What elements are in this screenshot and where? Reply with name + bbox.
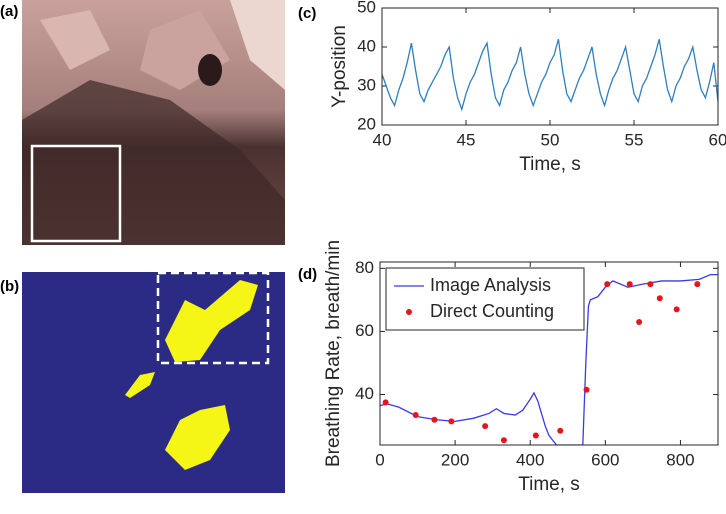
y-tick-label: 50	[357, 0, 376, 16]
y-tick-label: 40	[357, 36, 376, 55]
x-axis-label: Time, s	[519, 154, 581, 175]
legend-swatch	[406, 309, 412, 315]
x-tick-label: 45	[457, 130, 476, 149]
x-tick-label: 400	[516, 450, 544, 469]
y-axis-label: Y-position	[329, 25, 350, 108]
plot-area	[382, 8, 718, 125]
y-tick-label: 60	[355, 321, 374, 340]
data-point	[382, 399, 389, 406]
panel-label: (d)	[298, 266, 317, 283]
data-point	[694, 281, 701, 288]
y-tick-label: 20	[357, 114, 376, 133]
data-point	[431, 416, 438, 423]
data-point	[557, 427, 564, 434]
data-point	[636, 318, 643, 325]
panel-b-image	[22, 271, 285, 493]
data-point	[647, 281, 654, 288]
data-point	[482, 423, 489, 430]
data-point	[673, 306, 680, 313]
x-tick-label: 0	[375, 450, 384, 469]
x-axis-label: Time, s	[518, 474, 580, 495]
x-tick-label: 200	[441, 450, 469, 469]
x-tick-label: 50	[541, 130, 560, 149]
y-tick-label: 30	[357, 75, 376, 94]
panel-label: (b)	[0, 278, 19, 295]
legend-label: Direct Counting	[430, 301, 554, 321]
axes-box	[381, 7, 719, 126]
data-point	[448, 418, 455, 425]
data-point	[532, 432, 539, 439]
legend-label: Image Analysis	[430, 275, 551, 295]
x-tick-label: 60	[709, 130, 726, 149]
panel-a-image	[22, 0, 285, 245]
data-point	[583, 386, 590, 393]
x-tick-label: 55	[625, 130, 644, 149]
y-tick-label: 80	[355, 258, 374, 277]
data-point	[500, 437, 507, 444]
y-axis-label: Breathing Rate, breath/min	[323, 240, 344, 467]
data-point	[412, 412, 419, 419]
y-tick-label: 40	[355, 384, 374, 403]
data-point	[604, 281, 611, 288]
x-tick-label: 600	[591, 450, 619, 469]
x-tick-label: 40	[373, 130, 392, 149]
axes-box	[379, 261, 719, 446]
x-tick-label: 800	[666, 450, 694, 469]
panel-label: (a)	[0, 3, 18, 20]
data-line	[380, 273, 718, 445]
data-line	[382, 39, 718, 112]
data-point	[656, 295, 663, 302]
data-point	[626, 281, 633, 288]
panel-label: (c)	[298, 5, 316, 22]
legend-box	[385, 267, 585, 331]
